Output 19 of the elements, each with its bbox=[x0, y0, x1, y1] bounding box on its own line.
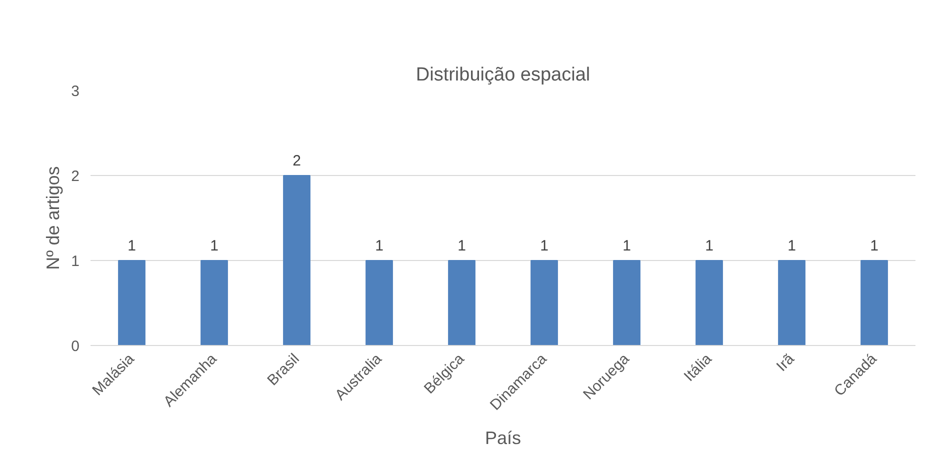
data-label: 1 bbox=[375, 238, 384, 254]
data-label: 1 bbox=[870, 238, 878, 254]
data-label: 1 bbox=[128, 238, 136, 254]
data-label: 1 bbox=[210, 238, 218, 254]
x-axis-title: País bbox=[484, 428, 522, 448]
y-tick-label: 1 bbox=[71, 253, 80, 270]
y-tick-label: 0 bbox=[71, 338, 80, 355]
chart-title: Distribuição espacial bbox=[416, 64, 590, 86]
data-label: 2 bbox=[292, 152, 301, 170]
data-label: 1 bbox=[788, 238, 796, 254]
data-label: 1 bbox=[622, 238, 631, 254]
data-label: 1 bbox=[458, 238, 466, 254]
data-label: 1 bbox=[705, 238, 714, 254]
y-axis-title: Nº de artigos bbox=[43, 166, 64, 270]
y-tick-label: 2 bbox=[71, 168, 80, 185]
x-tick-label: Irã bbox=[773, 350, 798, 375]
data-label: 1 bbox=[540, 238, 548, 254]
y-tick-label: 3 bbox=[71, 83, 80, 100]
x-tick-label: Itália bbox=[680, 350, 716, 385]
